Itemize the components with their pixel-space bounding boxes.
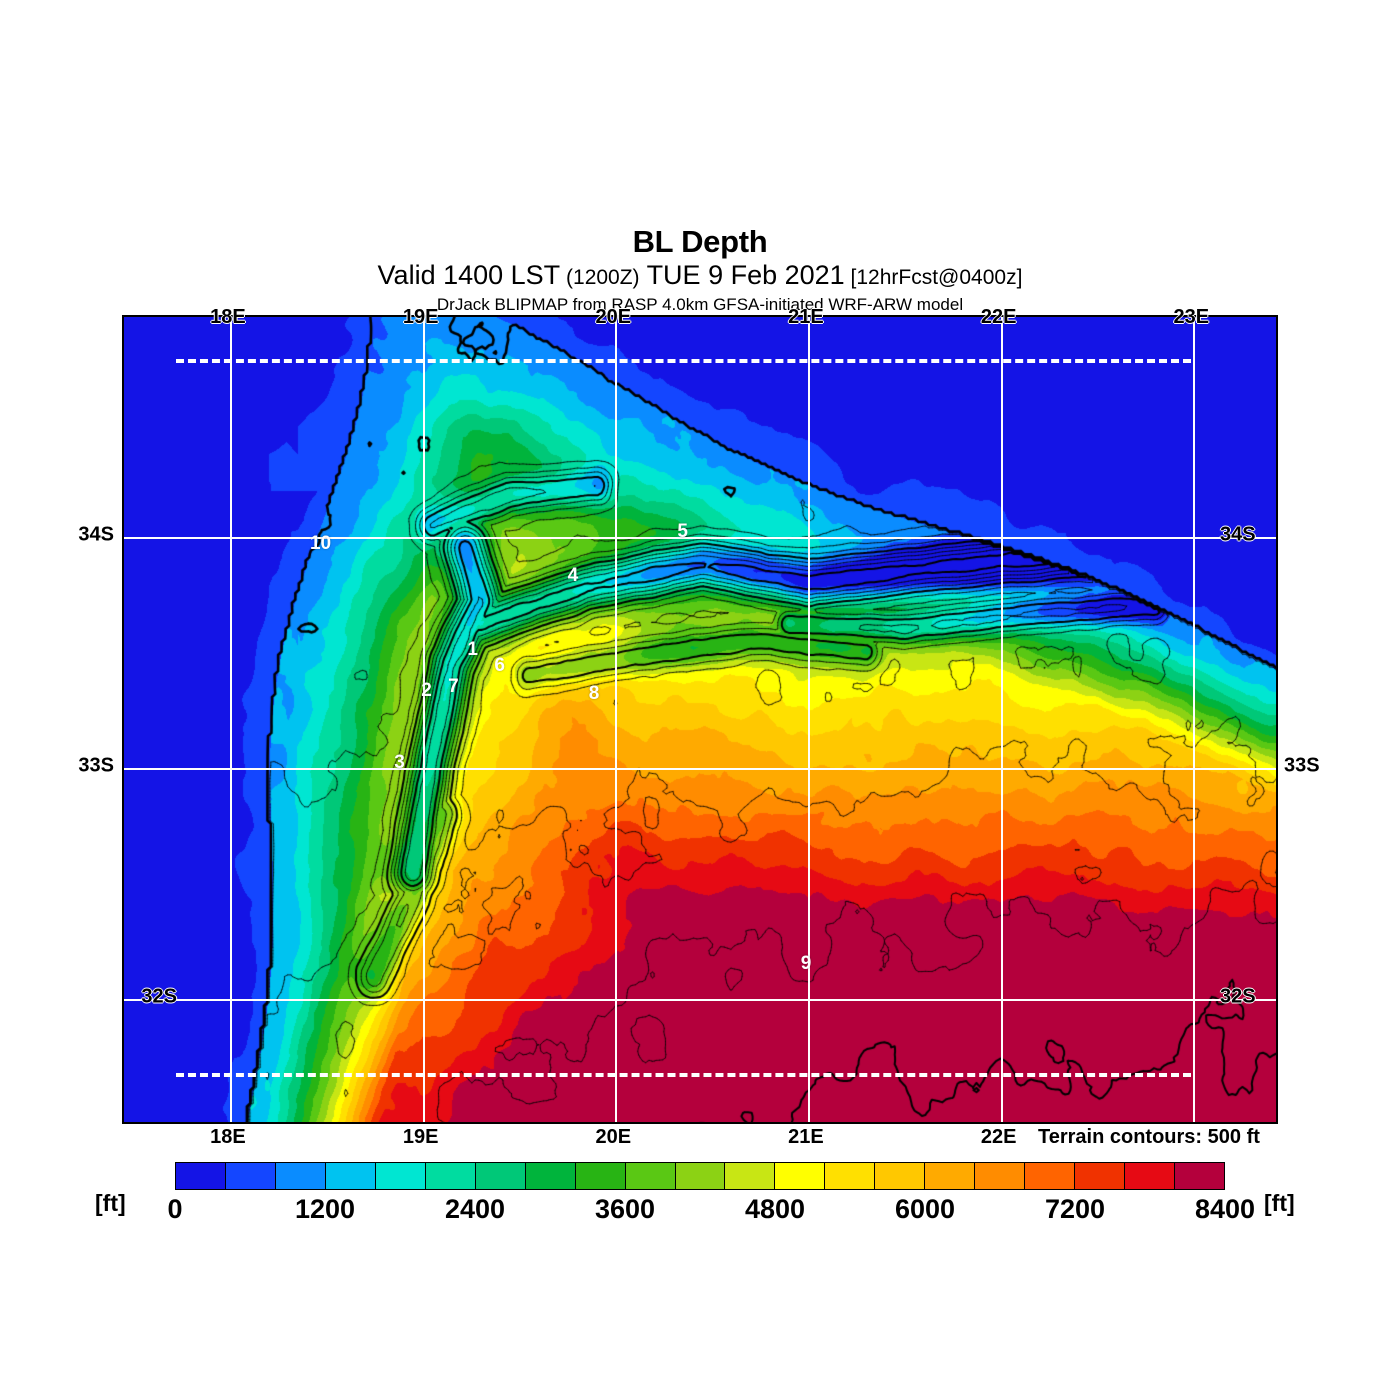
colorbar-swatch xyxy=(625,1163,676,1189)
colorbar-tick-label: 8400 xyxy=(1194,1194,1256,1224)
colorbar-swatch xyxy=(575,1163,626,1189)
colorbar-swatch xyxy=(325,1163,376,1189)
valid-time-line: Valid 1400 LST (1200Z) TUE 9 Feb 2021 [1… xyxy=(0,259,1400,294)
graticule-parallel xyxy=(124,767,1276,770)
axis-label-lon-bottom: 22E xyxy=(980,1126,1017,1148)
colorbar-tick-label: 6000 xyxy=(894,1194,956,1224)
domain-boundary-edge xyxy=(176,1072,1192,1077)
map-plot-area[interactable]: 9 3 2 7 1 6 8 4 5 10 xyxy=(122,315,1278,1124)
colorbar-swatches xyxy=(175,1162,1225,1190)
colorbar-swatch xyxy=(275,1163,326,1189)
colorbar-tick-label: 7200 xyxy=(1044,1194,1106,1224)
colorbar-swatch xyxy=(375,1163,426,1189)
domain-boundary-edge xyxy=(176,358,1192,363)
axis-label-lon-top: 23E xyxy=(1173,306,1210,328)
colorbar-swatch xyxy=(775,1163,826,1189)
waypoint-marker: 4 xyxy=(567,564,579,586)
axis-label-lon-bottom: 19E xyxy=(402,1126,439,1148)
axis-label-lon-bottom: 18E xyxy=(210,1126,246,1148)
colorbar-legend: [ft] 0 1200 2400 3600 4800 6000 7200 8400 [ft] xyxy=(0,1160,1400,1230)
waypoint-marker: 8 xyxy=(588,682,600,704)
axis-label-lon-top: 22E xyxy=(980,306,1017,328)
waypoint-marker: 7 xyxy=(448,675,459,697)
colorbar-tick-label: 0 xyxy=(167,1194,183,1224)
colorbar-swatch xyxy=(925,1163,976,1189)
colorbar-swatch xyxy=(225,1163,276,1189)
colorbar-swatch xyxy=(825,1163,876,1189)
graticule-meridian xyxy=(422,317,425,1122)
waypoint-marker: 3 xyxy=(394,752,405,774)
axis-label-lat-left: 34S xyxy=(78,523,114,546)
colorbar-swatch xyxy=(475,1163,526,1189)
valid-time-zulu: (1200Z) xyxy=(566,266,640,289)
axis-label-lat-left: 32S xyxy=(141,985,177,1008)
colorbar-tick-label: 3600 xyxy=(594,1194,656,1224)
forecast-tag: [12hrFcst@0400z] xyxy=(850,266,1023,289)
waypoint-marker: 10 xyxy=(309,532,332,554)
axis-label-lon-top: 21E xyxy=(788,306,824,328)
axis-label-lon-top: 20E xyxy=(595,306,632,328)
colorbar-tick-label: 1200 xyxy=(294,1194,356,1224)
colorbar-swatch xyxy=(725,1163,776,1189)
colorbar-swatch xyxy=(1025,1163,1076,1189)
colorbar-unit-left: [ft] xyxy=(95,1190,126,1216)
axis-label-lon-top: 19E xyxy=(402,306,439,328)
title-block: BL Depth Valid 1400 LST (1200Z) TUE 9 Fe… xyxy=(0,225,1400,315)
axis-label-lon-bottom: 20E xyxy=(595,1126,632,1148)
axis-label-lat-right: 34S xyxy=(1220,523,1256,546)
colorbar-swatch xyxy=(675,1163,726,1189)
valid-date: TUE 9 Feb 2021 xyxy=(646,260,845,290)
axis-label-lat-right: 32S xyxy=(1220,985,1256,1008)
colorbar-swatch xyxy=(176,1163,226,1189)
colorbar-swatch xyxy=(875,1163,926,1189)
graticule-meridian xyxy=(1000,317,1003,1122)
colorbar-tick-label: 2400 xyxy=(444,1194,506,1224)
colorbar-swatch xyxy=(425,1163,476,1189)
graticule-parallel xyxy=(124,998,1276,1001)
graticule-meridian xyxy=(229,317,232,1122)
model-subtitle: DrJack BLIPMAP from RASP 4.0km GFSA-init… xyxy=(436,295,964,314)
graticule-meridian xyxy=(1193,317,1196,1122)
colorbar-swatch xyxy=(525,1163,576,1189)
axis-label-lon-top: 18E xyxy=(210,306,246,328)
graticule-meridian xyxy=(807,317,810,1122)
waypoint-marker: 1 xyxy=(467,638,479,660)
colorbar-swatch xyxy=(1175,1163,1225,1189)
axis-label-lat-right: 33S xyxy=(1284,754,1320,777)
bl-depth-raster xyxy=(124,317,1276,1122)
colorbar-unit-right: [ft] xyxy=(1264,1190,1295,1216)
axis-label-lat-left: 33S xyxy=(78,754,114,777)
graticule-parallel xyxy=(124,536,1276,539)
axis-label-lon-bottom: 21E xyxy=(788,1126,824,1148)
waypoint-marker: 6 xyxy=(494,655,505,677)
page-title: BL Depth xyxy=(632,224,768,259)
waypoint-marker: 9 xyxy=(800,953,812,975)
graticule-meridian xyxy=(615,317,618,1122)
valid-time-prefix: Valid 1400 LST xyxy=(377,260,561,290)
waypoint-marker: 5 xyxy=(677,520,689,542)
colorbar-swatch xyxy=(1125,1163,1176,1189)
colorbar-swatch xyxy=(1075,1163,1126,1189)
colorbar-swatch xyxy=(975,1163,1026,1189)
waypoint-marker: 2 xyxy=(421,680,432,702)
colorbar-tick-label: 4800 xyxy=(744,1194,806,1224)
terrain-contour-note: Terrain contours: 500 ft xyxy=(1036,1126,1262,1149)
